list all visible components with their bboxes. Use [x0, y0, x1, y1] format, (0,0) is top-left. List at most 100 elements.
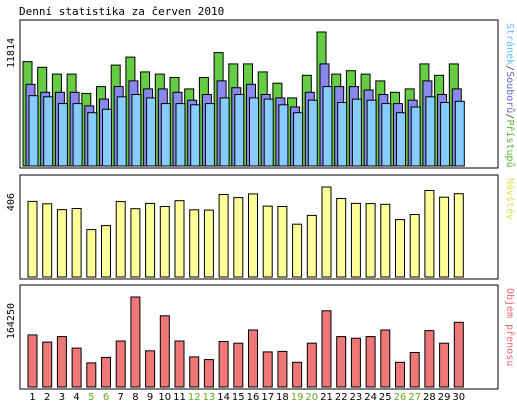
bar-objem-day-14 — [218, 341, 229, 388]
panel-3: 164250 Objem přenosu — [6, 284, 516, 390]
bar-navstev-day-12 — [189, 209, 200, 278]
bar-navstev-day-23 — [350, 202, 361, 278]
bar-navstev-day-19 — [292, 223, 303, 278]
bar-strnek-day-24 — [366, 99, 377, 167]
bar-objem-day-21 — [321, 310, 332, 388]
bar-strnek-day-5 — [87, 112, 98, 167]
bar-objem-day-5 — [86, 362, 97, 388]
bar-strnek-day-22 — [337, 102, 348, 167]
bar-navstev-day-30 — [453, 193, 464, 278]
bar-navstev-day-17 — [262, 205, 273, 278]
bar-objem-day-20 — [306, 342, 317, 388]
bar-objem-day-1 — [27, 334, 38, 388]
x-tick-label-day-2: 2 — [44, 392, 50, 403]
x-tick-label-day-13: 13 — [203, 392, 216, 403]
bar-strnek-day-12 — [190, 104, 201, 167]
bar-strnek-day-26 — [396, 112, 406, 167]
bar-strnek-day-16 — [249, 97, 259, 167]
bar-objem-day-11 — [174, 340, 185, 388]
bar-navstev-day-16 — [248, 193, 258, 278]
chart-title: Denní statistika za červen 2010 — [19, 5, 224, 18]
x-tick-label-day-9: 9 — [147, 392, 153, 403]
bar-strnek-day-7 — [116, 96, 127, 167]
bar-strnek-day-6 — [102, 108, 112, 167]
bar-strnek-day-20 — [307, 99, 318, 167]
bar-objem-day-8 — [130, 296, 141, 388]
x-tick-label-day-26: 26 — [394, 392, 407, 403]
x-tick-label-day-27: 27 — [408, 392, 421, 403]
bar-navstev-day-24 — [365, 203, 376, 278]
bar-strnek-day-21 — [322, 86, 333, 167]
bar-strnek-day-15 — [234, 94, 245, 167]
bar-navstev-day-18 — [277, 206, 288, 278]
x-tick-label-day-28: 28 — [423, 392, 436, 403]
x-tick-label-day-16: 16 — [247, 392, 260, 403]
bar-objem-day-25 — [380, 329, 391, 388]
bar-navstev-day-26 — [395, 219, 405, 278]
x-tick-label-day-21: 21 — [320, 392, 333, 403]
bar-strnek-day-25 — [381, 103, 392, 167]
bar-strnek-day-28 — [425, 96, 436, 167]
x-tick-label-day-6: 6 — [103, 392, 109, 403]
bar-navstev-day-3 — [56, 209, 67, 278]
panel-1-ymax-label: 11814 — [6, 38, 17, 68]
bar-strnek-day-10 — [160, 103, 171, 167]
bar-navstev-day-8 — [130, 208, 141, 278]
bar-strnek-day-23 — [351, 98, 362, 167]
panel-3-series-label: Objem přenosu — [504, 288, 516, 366]
bar-objem-day-28 — [424, 330, 435, 388]
bar-navstev-day-11 — [174, 200, 185, 278]
bar-navstev-day-21 — [321, 186, 332, 278]
panel-1: 11814 Stránek/Souborů/Přístupů — [6, 19, 516, 169]
bar-objem-day-22 — [336, 336, 347, 388]
bar-objem-day-23 — [350, 337, 361, 388]
bar-objem-day-15 — [233, 342, 244, 388]
x-tick-label-day-14: 14 — [217, 392, 230, 403]
bar-navstev-day-25 — [380, 203, 391, 278]
bar-objem-day-6 — [101, 356, 111, 388]
bar-navstev-day-9 — [145, 202, 156, 278]
bar-strnek-day-17 — [263, 98, 274, 167]
bar-navstev-day-27 — [409, 214, 420, 278]
x-tick-label-day-8: 8 — [132, 392, 138, 403]
bar-strnek-day-9 — [146, 97, 157, 167]
bar-objem-day-18 — [277, 350, 288, 388]
bar-objem-day-27 — [409, 352, 420, 388]
series-label-part-3: Souborů — [504, 71, 516, 113]
bar-strnek-day-8 — [131, 94, 142, 167]
bar-objem-day-16 — [248, 329, 258, 388]
bar-strnek-day-18 — [278, 104, 289, 167]
bar-objem-day-19 — [292, 361, 303, 388]
bar-objem-day-9 — [145, 350, 156, 388]
x-tick-label-day-20: 20 — [305, 392, 318, 403]
bar-strnek-day-27 — [410, 106, 421, 167]
bar-objem-day-10 — [159, 315, 170, 388]
bar-navstev-day-15 — [233, 197, 244, 278]
x-tick-label-day-29: 29 — [438, 392, 451, 403]
x-tick-label-day-19: 19 — [291, 392, 304, 403]
bar-navstev-day-6 — [101, 225, 111, 278]
panel-2-ymax-label: 406 — [6, 193, 17, 211]
bar-objem-day-17 — [262, 351, 273, 388]
bar-strnek-day-4 — [72, 103, 83, 167]
bar-strnek-day-19 — [293, 112, 304, 167]
bar-navstev-day-22 — [336, 198, 347, 278]
panel-2-series-label: Návštěv — [504, 178, 516, 220]
series-label-part-2: / — [504, 65, 515, 71]
bar-strnek-day-3 — [57, 103, 68, 167]
x-tick-label-day-15: 15 — [232, 392, 245, 403]
series-label-part-1: Návštěv — [504, 178, 516, 220]
series-label-part-1: Stránek — [504, 23, 516, 65]
bar-navstev-day-14 — [218, 194, 229, 278]
panel-3-ymax-label: 164250 — [6, 303, 17, 339]
bar-objem-day-29 — [439, 342, 450, 388]
bar-navstev-day-10 — [159, 206, 170, 278]
x-tick-label-day-24: 24 — [364, 392, 377, 403]
x-tick-label-day-22: 22 — [335, 392, 348, 403]
series-label-part-5: Přístupů — [504, 119, 516, 167]
bar-objem-day-24 — [365, 336, 376, 388]
bar-navstev-day-28 — [424, 190, 435, 278]
x-tick-label-day-18: 18 — [276, 392, 289, 403]
